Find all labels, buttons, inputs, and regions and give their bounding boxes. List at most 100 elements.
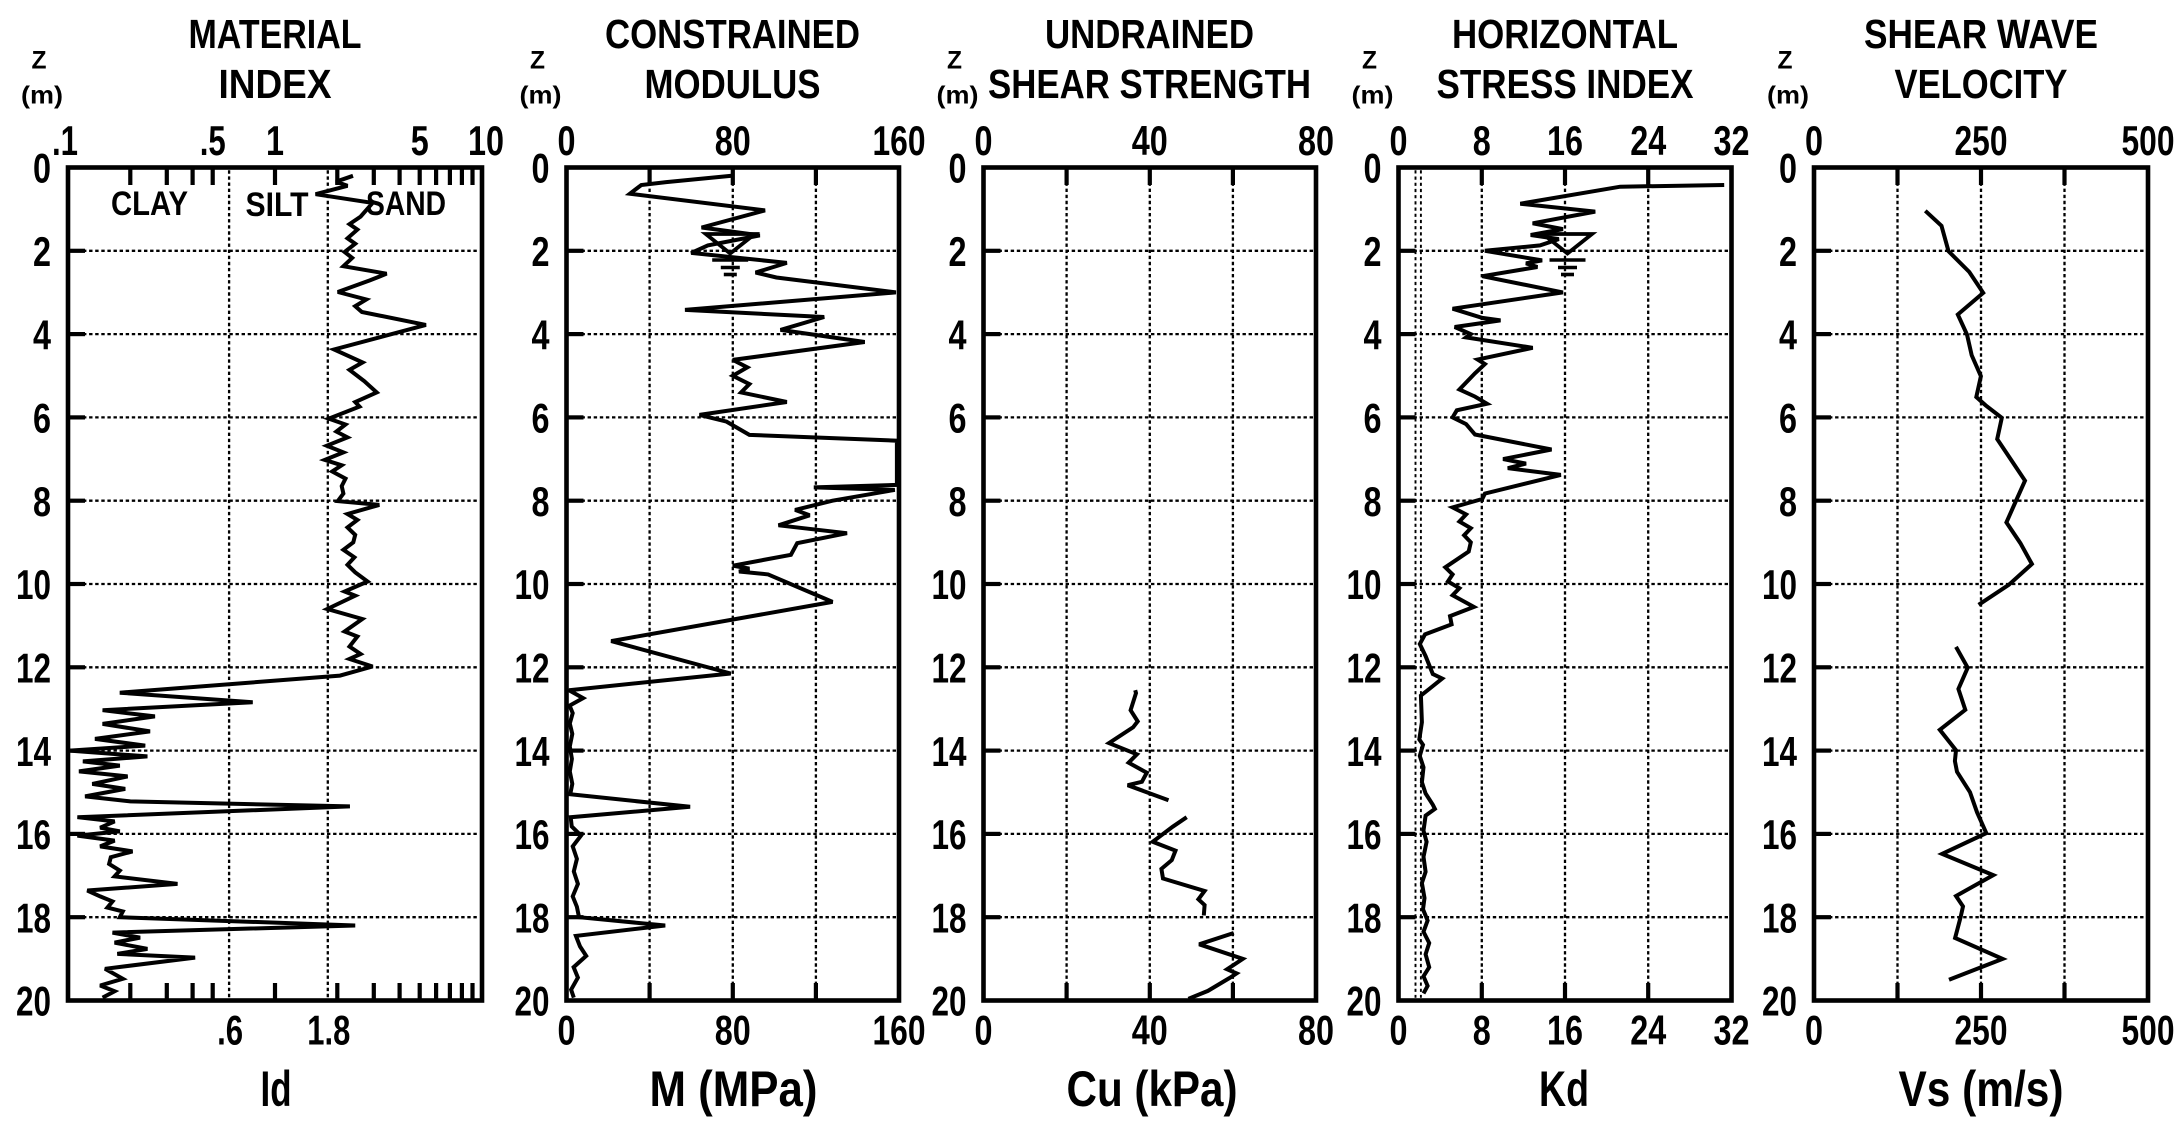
svg-text:20: 20 [16, 978, 51, 1025]
svg-text:16: 16 [1347, 811, 1382, 858]
svg-text:10: 10 [1762, 561, 1797, 608]
svg-text:Kd: Kd [1539, 1061, 1589, 1117]
svg-text:80: 80 [715, 117, 751, 164]
svg-text:24: 24 [1630, 1007, 1666, 1054]
svg-text:14: 14 [1762, 728, 1797, 775]
svg-text:4: 4 [33, 311, 51, 358]
svg-text:0: 0 [33, 145, 51, 192]
svg-text:MODULUS: MODULUS [645, 61, 821, 107]
svg-text:18: 18 [515, 894, 550, 941]
svg-text:80: 80 [1298, 117, 1334, 164]
svg-text:12: 12 [16, 645, 51, 692]
svg-text:20: 20 [515, 978, 550, 1025]
svg-text:8: 8 [1364, 478, 1382, 525]
svg-text:2: 2 [949, 228, 967, 275]
svg-text:Z: Z [32, 47, 47, 75]
svg-text:0: 0 [558, 117, 576, 164]
svg-text:INDEX: INDEX [219, 61, 332, 107]
svg-text:6: 6 [532, 395, 550, 442]
svg-text:0: 0 [1805, 117, 1823, 164]
svg-text:1: 1 [266, 117, 284, 164]
svg-text:SAND: SAND [366, 185, 446, 223]
svg-text:16: 16 [16, 811, 51, 858]
svg-text:Z: Z [1362, 47, 1377, 75]
svg-text:2: 2 [1364, 228, 1382, 275]
svg-text:2: 2 [532, 228, 550, 275]
svg-text:M (MPa): M (MPa) [650, 1061, 818, 1117]
svg-text:32: 32 [1714, 1007, 1750, 1054]
svg-text:CONSTRAINED: CONSTRAINED [605, 11, 860, 57]
svg-text:80: 80 [1298, 1007, 1334, 1054]
svg-text:(m): (m) [1352, 82, 1394, 110]
svg-text:UNDRAINED: UNDRAINED [1045, 11, 1254, 57]
svg-text:Id: Id [261, 1061, 292, 1117]
svg-text:10: 10 [515, 561, 550, 608]
svg-text:20: 20 [932, 978, 967, 1025]
svg-text:160: 160 [873, 1007, 926, 1054]
svg-text:CLAY: CLAY [111, 185, 188, 223]
svg-text:8: 8 [1473, 1007, 1491, 1054]
svg-text:VELOCITY: VELOCITY [1895, 61, 2068, 107]
svg-text:4: 4 [1779, 311, 1797, 358]
svg-text:1.8: 1.8 [307, 1007, 350, 1054]
svg-text:14: 14 [932, 728, 967, 775]
svg-text:Cu (kPa): Cu (kPa) [1067, 1061, 1238, 1117]
svg-text:80: 80 [715, 1007, 751, 1054]
svg-text:18: 18 [932, 894, 967, 941]
svg-text:0: 0 [532, 145, 550, 192]
svg-text:Vs (m/s): Vs (m/s) [1899, 1061, 2064, 1117]
svg-text:8: 8 [1473, 117, 1491, 164]
svg-text:SHEAR WAVE: SHEAR WAVE [1864, 11, 2098, 57]
svg-text:MATERIAL: MATERIAL [189, 11, 362, 57]
svg-text:250: 250 [1955, 117, 2008, 164]
svg-text:14: 14 [515, 728, 550, 775]
svg-text:20: 20 [1762, 978, 1797, 1025]
svg-text:8: 8 [33, 478, 51, 525]
svg-text:5: 5 [411, 117, 429, 164]
svg-text:SHEAR STRENGTH: SHEAR STRENGTH [988, 61, 1311, 107]
svg-text:Z: Z [530, 47, 545, 75]
svg-text:14: 14 [1347, 728, 1382, 775]
svg-text:10: 10 [468, 117, 504, 164]
svg-text:6: 6 [1364, 395, 1382, 442]
svg-text:32: 32 [1714, 117, 1750, 164]
svg-text:0: 0 [975, 1007, 993, 1054]
svg-text:(m): (m) [520, 82, 562, 110]
svg-text:500: 500 [2122, 1007, 2175, 1054]
svg-text:250: 250 [1955, 1007, 2008, 1054]
svg-text:0: 0 [1364, 145, 1382, 192]
svg-text:40: 40 [1132, 117, 1168, 164]
svg-text:.5: .5 [200, 117, 226, 164]
svg-text:20: 20 [1347, 978, 1382, 1025]
svg-text:0: 0 [1779, 145, 1797, 192]
svg-text:16: 16 [515, 811, 550, 858]
svg-text:16: 16 [932, 811, 967, 858]
svg-text:10: 10 [1347, 561, 1382, 608]
svg-text:0: 0 [1390, 117, 1408, 164]
svg-text:12: 12 [515, 645, 550, 692]
svg-text:STRESS INDEX: STRESS INDEX [1437, 61, 1694, 107]
svg-text:8: 8 [1779, 478, 1797, 525]
svg-text:18: 18 [1762, 894, 1797, 941]
svg-text:16: 16 [1762, 811, 1797, 858]
svg-text:18: 18 [1347, 894, 1382, 941]
svg-text:0: 0 [1805, 1007, 1823, 1054]
svg-text:6: 6 [33, 395, 51, 442]
svg-text:14: 14 [16, 728, 51, 775]
svg-text:8: 8 [949, 478, 967, 525]
svg-text:Z: Z [1778, 47, 1793, 75]
svg-text:SILT: SILT [246, 186, 309, 224]
svg-text:(m): (m) [937, 82, 979, 110]
svg-text:(m): (m) [1767, 82, 1809, 110]
svg-text:0: 0 [558, 1007, 576, 1054]
svg-text:10: 10 [932, 561, 967, 608]
svg-text:10: 10 [16, 561, 51, 608]
svg-text:2: 2 [1779, 228, 1797, 275]
svg-text:.1: .1 [52, 117, 78, 164]
svg-text:(m): (m) [21, 82, 63, 110]
svg-text:12: 12 [932, 645, 967, 692]
svg-text:16: 16 [1547, 1007, 1583, 1054]
svg-text:12: 12 [1347, 645, 1382, 692]
svg-text:2: 2 [33, 228, 51, 275]
svg-text:6: 6 [949, 395, 967, 442]
